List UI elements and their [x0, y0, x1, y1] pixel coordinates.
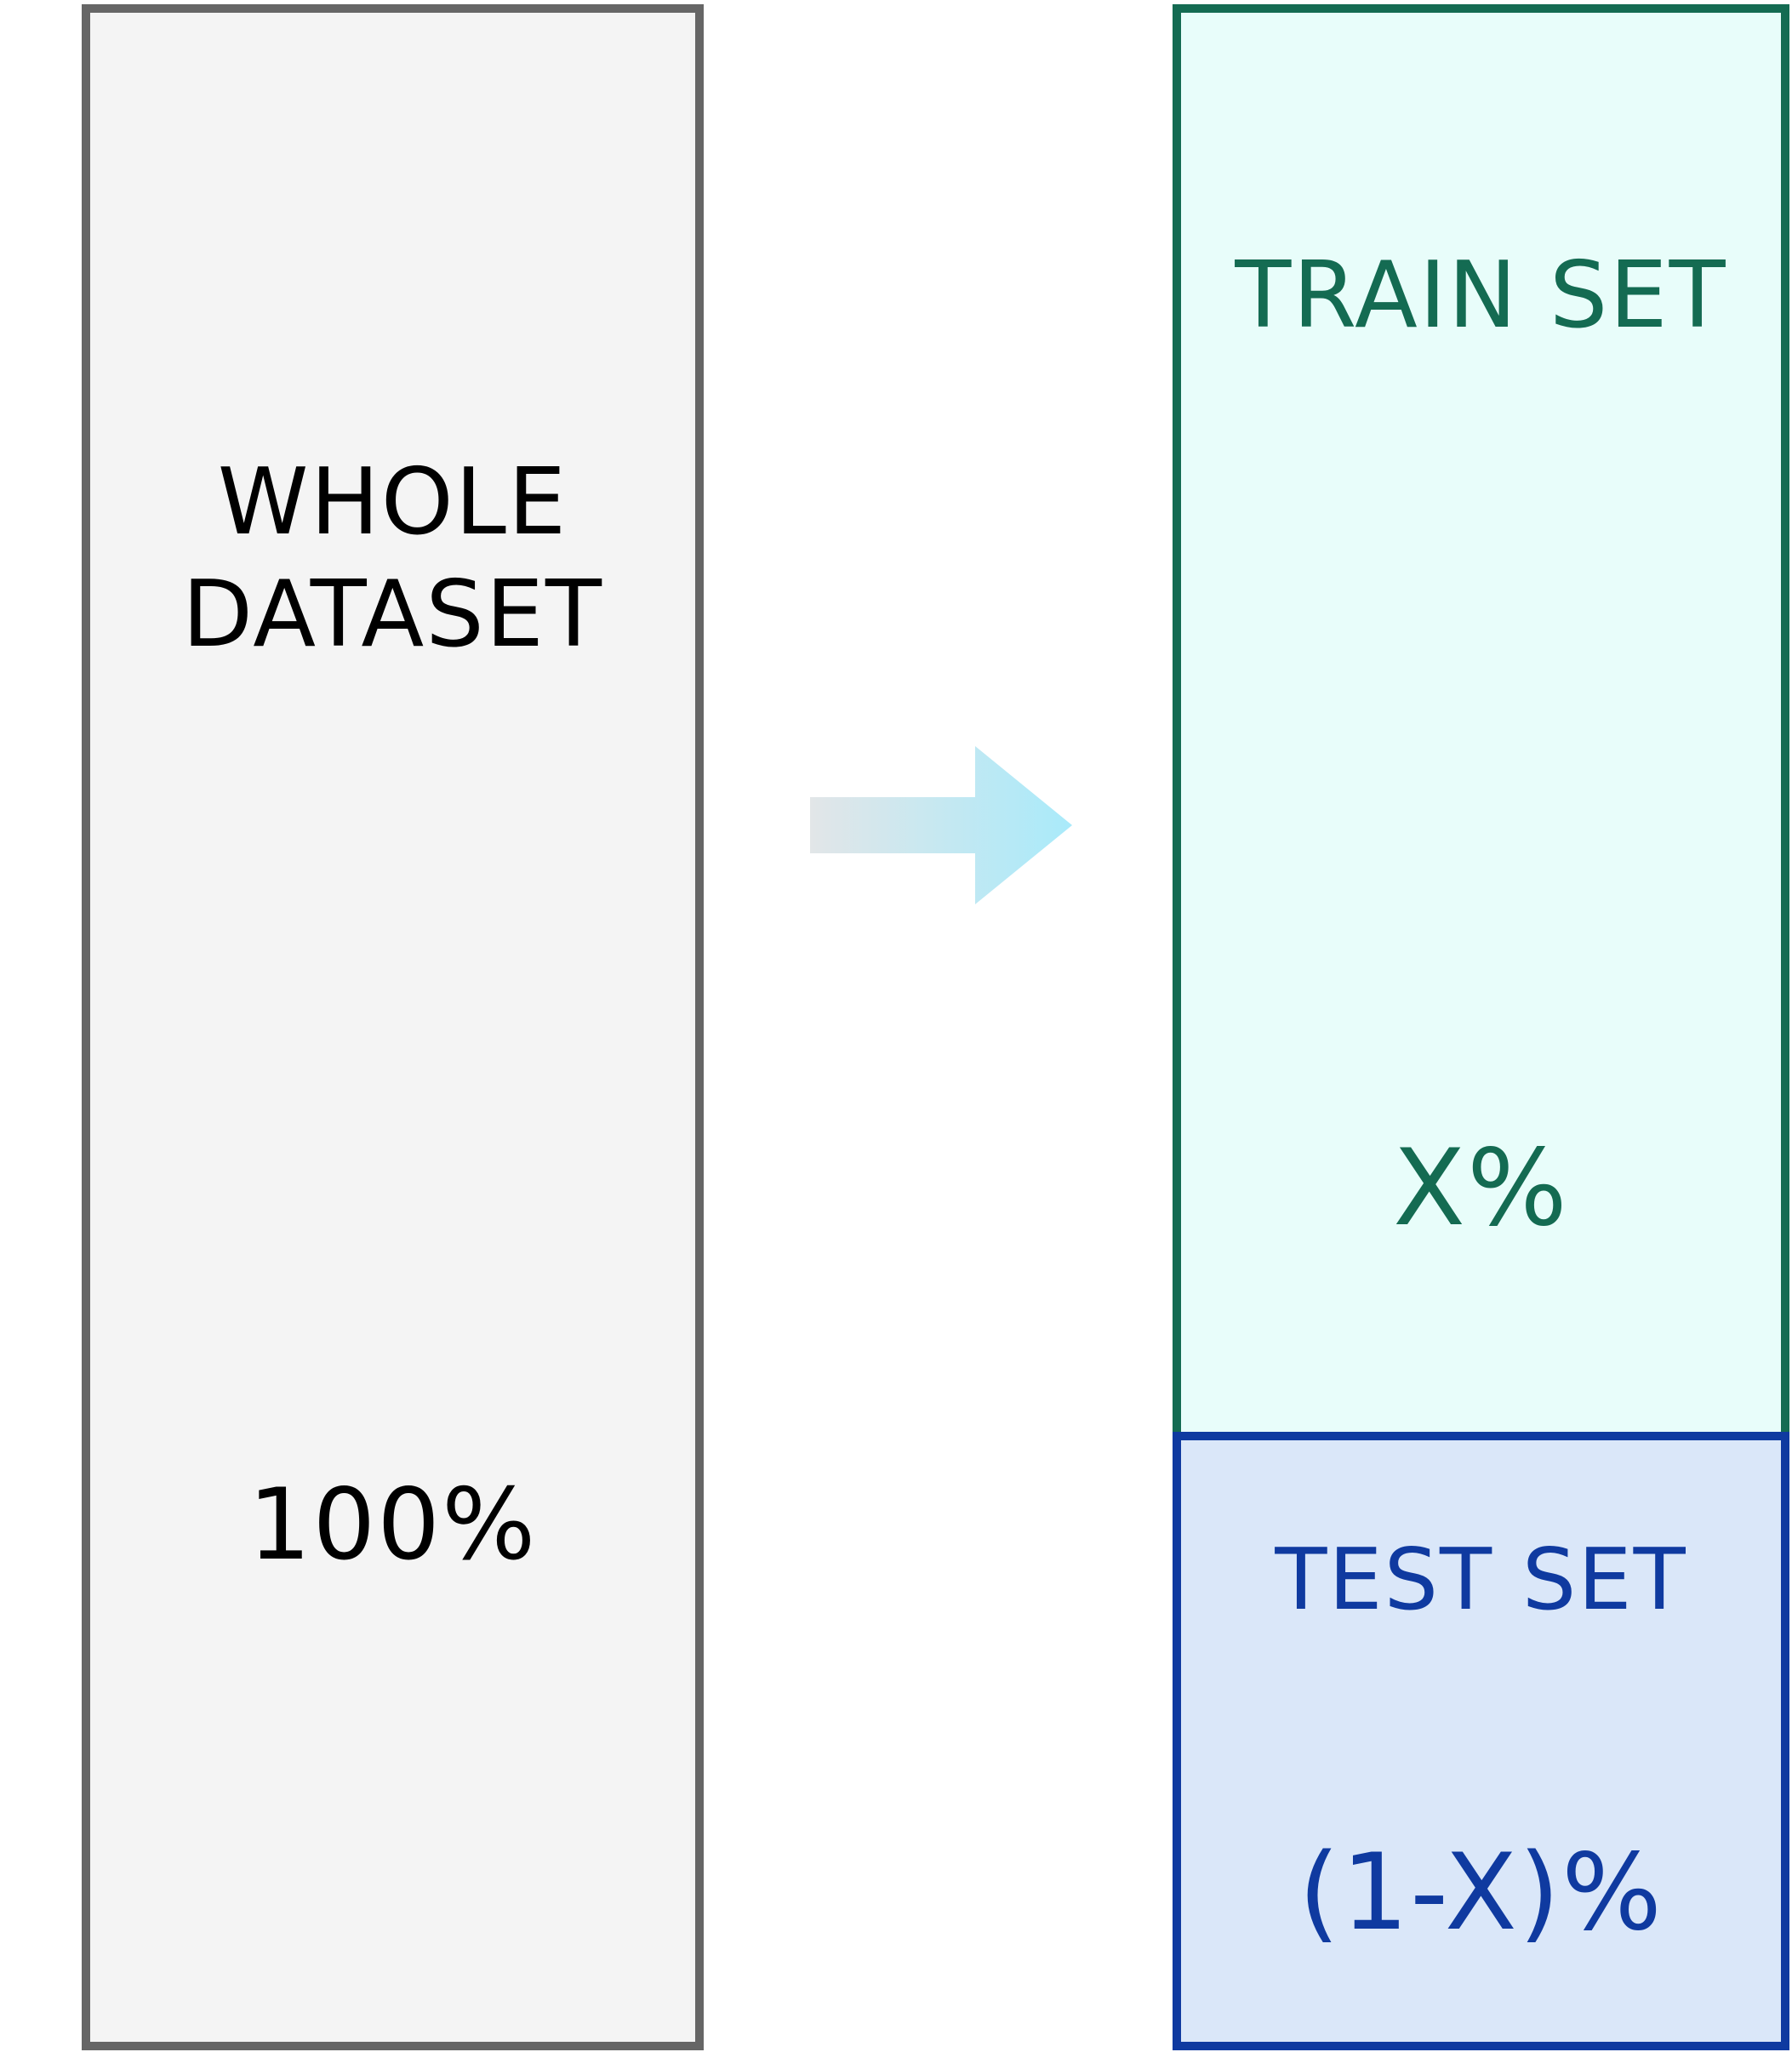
test-set-percentage: (1-X)% — [1298, 1832, 1664, 1954]
train-set-box: TRAIN SET X% — [1173, 4, 1789, 1442]
train-set-title: TRAIN SET — [1235, 242, 1727, 349]
train-set-percentage: X% — [1393, 1127, 1569, 1250]
test-set-box: TEST SET (1-X)% — [1173, 1432, 1789, 2050]
whole-dataset-box: WHOLE DATASET 100% — [82, 4, 704, 2050]
whole-dataset-percentage: 100% — [248, 1468, 538, 1582]
whole-dataset-title: WHOLE DATASET — [182, 449, 603, 668]
right-arrow-icon — [810, 746, 1072, 904]
test-set-title: TEST SET — [1275, 1530, 1687, 1629]
